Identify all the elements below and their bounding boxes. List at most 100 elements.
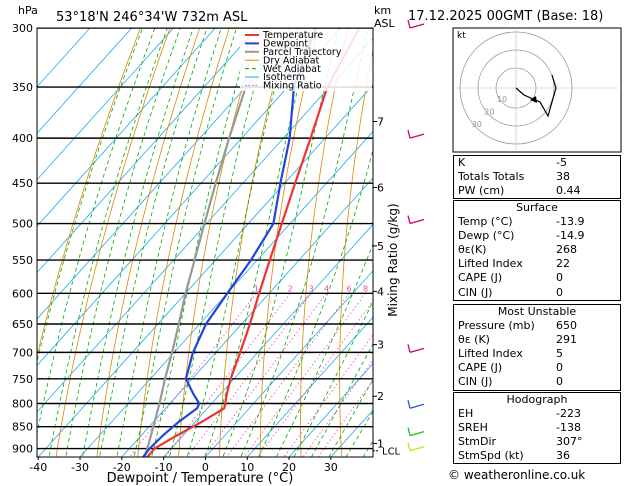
mixing-ratio-line [202, 293, 327, 457]
isobars [37, 28, 373, 450]
row-eh: EH -223 [454, 407, 620, 421]
wet-adiabat-line [133, 28, 237, 457]
datetime-title: 17.12.2025 00GMT (Base: 18) [408, 9, 603, 24]
hodograph-params-panel: Hodograph EH -223 SREH -138 StmDir 307° Stm… [453, 392, 621, 465]
storm-motion-marker [530, 96, 537, 103]
mu-pressure-value: 650 [556, 319, 577, 333]
isotherm-line [79, 130, 373, 457]
row-li: Lifted Index 22 [454, 257, 620, 271]
isotherm-line [37, 28, 300, 320]
sreh-label: SREH [458, 421, 488, 435]
stmspd-value: 36 [556, 449, 570, 463]
isotherm-line [37, 28, 342, 367]
wet-adiabat-line [293, 300, 373, 457]
dry-adiabat-line [414, 28, 437, 457]
dry-adiabat-line [137, 28, 230, 457]
mixing-ratio-line [283, 334, 373, 457]
dry-adiabat-line [218, 28, 289, 457]
wet-adiabat-line [168, 28, 272, 457]
asl-label: ASL [374, 17, 396, 30]
legend-label: Temperature [262, 30, 323, 41]
mu-cape-value: 0 [556, 361, 563, 375]
mixing-ratio-line [257, 300, 373, 457]
hodo-title: Hodograph [506, 393, 568, 406]
pressure-tick-label: 650 [12, 318, 33, 331]
tt-value: 38 [556, 170, 570, 184]
km-tick-label: 2 [377, 390, 384, 403]
wind-barb [409, 446, 425, 452]
dewp-label: Dewp (°C) [458, 229, 515, 243]
wet-adiabat-line [240, 28, 369, 457]
hodograph-kt-label: kt [457, 31, 466, 41]
wind-barb-flag [407, 400, 411, 409]
wind-barb [409, 218, 425, 225]
row-mu-thetae: θε (K) 291 [454, 333, 620, 347]
pw-value: 0.44 [556, 184, 581, 198]
k-label: K [458, 156, 466, 169]
row-thetae: θε(K) 268 [454, 243, 620, 257]
mixing-ratio-label: 8 [363, 284, 368, 293]
wet-adiabat-line [275, 242, 373, 457]
mixing-ratio-label: 2 [288, 284, 293, 293]
legend-label: Wet Adiabat [263, 64, 321, 75]
wind-barb [409, 430, 425, 437]
row-mu-cape: CAPE (J) 0 [454, 361, 620, 375]
cin-label: CIN (J) [458, 285, 493, 299]
mixing-ratio-label: 3 [309, 284, 314, 293]
axes: 300350400450500550600650700750800850900-… [12, 22, 401, 474]
legend-label: Mixing Ratio [263, 81, 322, 92]
pw-label: PW (cm) [458, 184, 505, 198]
x-tick-label: 10 [240, 461, 254, 474]
dry-adiabat-line [37, 28, 141, 358]
km-tick-label: 3 [377, 339, 384, 352]
mu-li-value: 5 [556, 347, 563, 361]
pressure-tick-label: 450 [12, 177, 33, 190]
km-label: km [374, 4, 391, 17]
mu-cape-label: CAPE (J) [458, 361, 503, 375]
pressure-tick-label: 800 [12, 397, 33, 410]
row-cin: CIN (J) 0 [454, 286, 620, 300]
wet-adiabat-line [99, 28, 208, 457]
plot-frame [36, 27, 374, 458]
mu-li-label: Lifted Index [458, 347, 523, 361]
wind-barb [409, 23, 425, 29]
pressure-tick-label: 900 [12, 443, 33, 456]
wet-adiabat-line [258, 148, 373, 457]
sreh-value: -138 [556, 421, 581, 435]
cape-value: 0 [556, 271, 563, 285]
dry-adiabat-line [178, 28, 260, 457]
row-dewp: Dewp (°C) -14.9 [454, 229, 620, 243]
mu-pressure-label: Pressure (mb) [458, 319, 535, 333]
mixing-ratio-line [317, 379, 373, 457]
eh-label: EH [458, 407, 474, 421]
isotherm-line [205, 270, 373, 457]
pressure-tick-label: 300 [12, 22, 33, 35]
mixing-ratio-label: 20 [416, 284, 426, 293]
dewp-value: -14.9 [556, 229, 585, 243]
wet-adiabat-line [116, 28, 222, 457]
isotherm-line [37, 28, 216, 227]
row-pw: PW (cm) 0.44 [454, 184, 620, 198]
mixing-ratio-line [164, 293, 291, 457]
pressure-tick-label: 400 [12, 132, 33, 145]
x-tick-label: -40 [29, 461, 47, 474]
hodograph-ring-label: 10 [497, 95, 507, 104]
eh-value: -223 [556, 407, 581, 421]
thetae-value: 268 [556, 243, 577, 257]
dewpoint-line [142, 28, 317, 457]
surface-panel: Surface Temp (°C) -13.9 Dewp (°C) -14.9 θε… [453, 200, 621, 301]
wet-adiabat-line [82, 28, 194, 457]
plot-area: 1 2 3 4 6 8 10 15 20 25 TemperatureDewpointParcel… [37, 28, 437, 457]
temperature-line [146, 28, 361, 457]
dry-adiabat-line [339, 48, 373, 457]
li-value: 22 [556, 257, 570, 271]
wet-adiabat-line [186, 28, 292, 457]
row-k: K -5 [454, 156, 620, 170]
indices-panel: K -5 Totals Totals 38 PW (cm) 0.44 [453, 155, 621, 200]
pressure-tick-label: 700 [12, 346, 33, 359]
pressure-tick-label: 350 [12, 81, 33, 94]
wind-barb-flag [407, 344, 411, 353]
